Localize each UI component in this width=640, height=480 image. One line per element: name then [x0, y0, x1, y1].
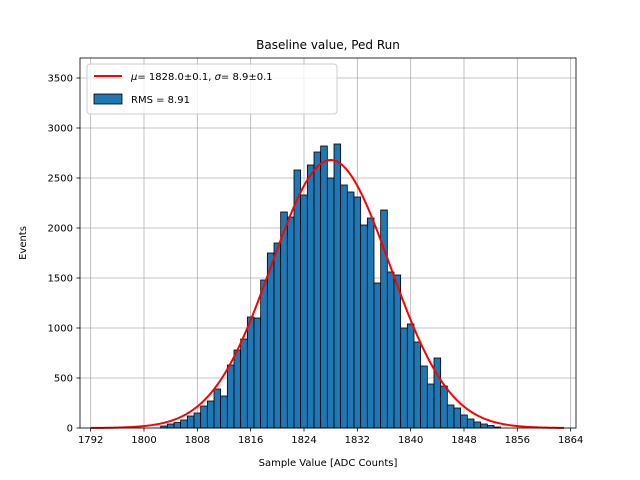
histogram-bar-1835	[373, 282, 382, 429]
histogram-bar-1814	[233, 349, 242, 429]
legend-mu-symbol: μ	[130, 72, 137, 83]
histogram-bar-1842	[420, 365, 428, 429]
x-axis-label: Sample Value [ADC Counts]	[259, 458, 398, 469]
histogram-bar-1813	[226, 364, 235, 429]
histogram-bar-1846	[446, 404, 455, 429]
histogram-bar-1812	[220, 395, 228, 429]
histogram-bar-1833	[360, 224, 368, 429]
y-tick-label-0: 0	[67, 424, 73, 435]
histogram-bar-1819	[266, 252, 275, 429]
histogram-bar-1849	[466, 418, 475, 429]
y-tick-label-3000: 3000	[48, 124, 73, 135]
y-axis-label: Events	[18, 226, 29, 260]
histogram-bar-1831	[346, 191, 355, 429]
histogram-bar-1824	[300, 194, 308, 429]
legend-hist-label: RMS = 8.91	[131, 95, 190, 106]
histogram-bar-1830	[340, 184, 348, 429]
x-tick-label-1800: 1800	[131, 435, 156, 446]
x-tick-label-1832: 1832	[345, 435, 370, 446]
y-tick-label-2500: 2500	[48, 174, 73, 185]
x-tick-label-1816: 1816	[238, 435, 263, 446]
histogram-bar-1847	[453, 407, 462, 429]
legend-mu-value: = 1828.0±0.1,	[137, 72, 214, 83]
legend: μ= 1828.0±0.1, σ= 8.9±0.1 RMS = 8.91	[86, 63, 338, 115]
histogram-bar-1837	[386, 271, 395, 429]
fit-curve	[90, 158, 565, 429]
legend-sigma-value: = 8.9±0.1	[221, 72, 273, 83]
histogram-bars	[160, 143, 502, 429]
histogram-bar-1815	[240, 338, 248, 429]
histogram-bar-1826	[313, 151, 322, 429]
histogram-bar-1823	[293, 169, 302, 429]
histogram-bar-1850	[473, 421, 482, 429]
histogram-bar-1811	[213, 388, 222, 429]
legend-box	[86, 63, 338, 115]
x-tick-label-1792: 1792	[78, 435, 103, 446]
x-tick-label-1840: 1840	[398, 435, 423, 446]
histogram-bar-1840	[406, 323, 415, 429]
legend-hist-swatch	[93, 93, 123, 105]
histogram-bar-1829	[333, 143, 342, 429]
x-tick-label-1856: 1856	[505, 435, 530, 446]
x-axis-ticks: 1792 1800 1808 1816 1824 1832 1840 1848 1856 1864	[78, 428, 583, 446]
histogram-bar-1816	[246, 316, 255, 429]
x-tick-label-1824: 1824	[291, 435, 316, 446]
chart-title: Baseline value, Ped Run	[256, 38, 400, 52]
histogram-bar-1832	[353, 196, 362, 429]
legend-sigma-symbol: σ	[215, 72, 222, 83]
histogram-bar-1843	[426, 383, 435, 429]
fit-curve-group	[90, 158, 565, 429]
histogram-bar-1818	[260, 279, 268, 429]
histogram-bar-1844	[433, 357, 442, 429]
legend-fit-label: μ= 1828.0±0.1, σ= 8.9±0.1	[130, 72, 273, 83]
histogram-bar-1845	[440, 385, 448, 429]
histogram-bar-1838	[393, 274, 402, 429]
histogram-bar-1817	[253, 317, 262, 429]
x-tick-label-1848: 1848	[451, 435, 476, 446]
y-tick-label-1500: 1500	[48, 274, 73, 285]
histogram-bar-1807	[186, 415, 195, 429]
y-axis-ticks: 0 500 1000 1500 2000 2500 3000 3500	[48, 74, 80, 435]
histogram-bar-1825	[306, 164, 315, 429]
histogram-bar-1806	[180, 419, 188, 429]
histogram-bar-1851	[480, 423, 488, 429]
y-tick-label-1000: 1000	[48, 324, 73, 335]
histogram-bar-1839	[400, 327, 408, 429]
y-tick-label-3500: 3500	[48, 74, 73, 85]
histogram-bar-1834	[366, 217, 375, 429]
histogram-bar-1828	[326, 177, 335, 429]
histogram-bar-1809	[200, 405, 208, 429]
histogram-bar-1848	[460, 414, 468, 429]
histogram-bar-1810	[206, 400, 215, 429]
y-tick-label-500: 500	[54, 374, 73, 385]
histogram-bar-1808	[193, 412, 202, 429]
y-tick-label-2000: 2000	[48, 224, 73, 235]
x-tick-label-1864: 1864	[558, 435, 583, 446]
histogram-bar-1805	[173, 422, 182, 429]
histogram-bar-1827	[320, 145, 328, 429]
histogram-bar-1841	[413, 341, 422, 429]
histogram-bar-1804	[166, 423, 175, 429]
x-tick-label-1808: 1808	[185, 435, 210, 446]
histogram-bar-1822	[286, 216, 295, 429]
axes-frame	[79, 57, 577, 429]
histogram-bar-1820	[273, 242, 282, 429]
histogram-bar-1821	[280, 211, 288, 429]
